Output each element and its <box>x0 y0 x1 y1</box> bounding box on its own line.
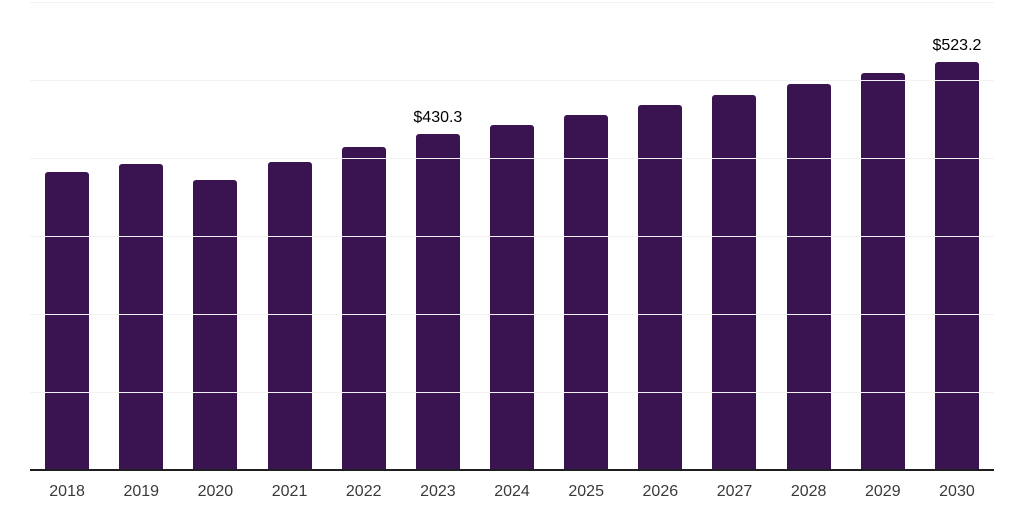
x-axis-tick-label: 2024 <box>494 483 530 500</box>
bar <box>341 146 386 470</box>
bar-group <box>846 2 920 470</box>
bar <box>786 84 831 470</box>
bar-group <box>697 2 771 470</box>
bar-group <box>772 2 846 470</box>
bar-value-label: $430.3 <box>413 109 463 127</box>
bar <box>267 161 312 470</box>
bar <box>193 179 238 470</box>
bar <box>934 61 979 470</box>
x-axis-tick-label: 2028 <box>790 483 827 500</box>
gridline <box>30 2 994 3</box>
gridline <box>30 392 994 393</box>
x-axis: 2018 2019 2020 2021 2022 2023 2024 2025 2026 2027… <box>30 470 994 501</box>
x-axis-tick-label: 2021 <box>271 483 308 500</box>
x-axis-tick-label: 2023 <box>420 483 456 500</box>
plot-area: $430.3 $523.2 <box>30 2 994 470</box>
gridline <box>30 80 994 81</box>
x-axis-tick-label: 2026 <box>642 483 679 500</box>
bar <box>119 164 164 470</box>
bar <box>564 115 609 470</box>
x-axis-tick-label: 2029 <box>865 483 901 500</box>
x-axis-tick-label: 2020 <box>197 483 234 500</box>
bar <box>490 124 535 470</box>
x-axis-tick-label: 2018 <box>49 483 85 500</box>
x-axis-tick-label: 2022 <box>345 483 382 500</box>
x-axis-line <box>30 469 994 471</box>
gridline <box>30 158 994 159</box>
x-axis-tick-label: 2027 <box>716 483 753 500</box>
bar <box>45 171 90 470</box>
bar-value-label: $523.2 <box>932 36 982 54</box>
bar-group: $523.2 <box>920 2 994 470</box>
bar <box>638 105 683 470</box>
bar <box>415 134 460 470</box>
x-axis-tick-label: 2025 <box>568 483 604 500</box>
bar-group <box>475 2 549 470</box>
gridline <box>30 236 994 237</box>
bar <box>860 73 905 470</box>
bar-group <box>549 2 623 470</box>
bars-container: $430.3 $523.2 <box>30 2 994 470</box>
bar-group <box>252 2 326 470</box>
gridline <box>30 314 994 315</box>
bar-group <box>104 2 178 470</box>
bar <box>712 94 757 470</box>
bar-group <box>327 2 401 470</box>
x-axis-tick-label: 2019 <box>123 483 160 500</box>
bar-group <box>623 2 697 470</box>
bar-group <box>30 2 104 470</box>
x-axis-tick-label: 2030 <box>939 483 975 500</box>
bar-group: $430.3 <box>401 2 475 470</box>
bar-group <box>178 2 252 470</box>
